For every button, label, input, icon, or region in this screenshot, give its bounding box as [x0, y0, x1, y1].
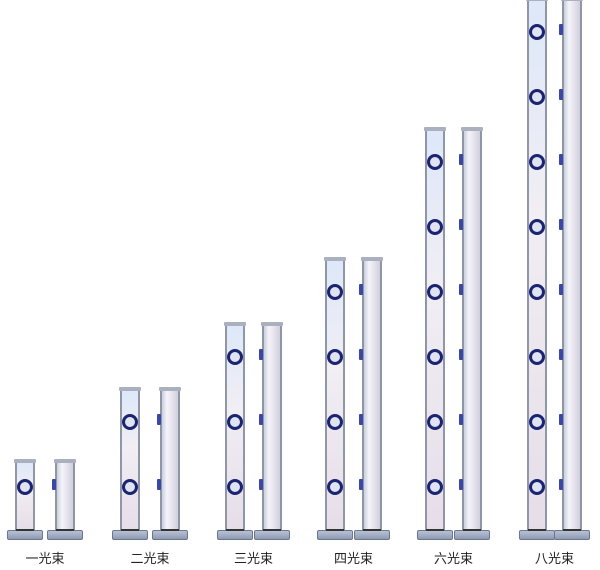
mounting-base: [354, 529, 390, 540]
beam-emitter-icon: [259, 479, 263, 490]
beam-lens-icon: [529, 154, 545, 170]
beam-emitter-icon: [157, 414, 161, 425]
mounting-base: [417, 529, 453, 540]
product-label: 四光束: [333, 552, 373, 567]
mounting-base: [217, 529, 253, 540]
beam-lens-icon: [227, 414, 243, 430]
mounting-base: [317, 529, 353, 540]
mounting-base: [254, 529, 290, 540]
beam-lens-icon: [227, 349, 243, 365]
beam-lens-icon: [327, 349, 343, 365]
beam-emitter-icon: [359, 479, 363, 490]
beam-lens-icon: [122, 414, 138, 430]
mounting-base: [152, 529, 188, 540]
beam-lens-icon: [529, 89, 545, 105]
receiver-column: [324, 257, 346, 530]
mounting-base: [554, 529, 590, 540]
product-label: 三光束: [233, 552, 273, 567]
beam-emitter-icon: [559, 479, 563, 490]
product-label: 六光束: [433, 552, 473, 567]
beam-lens-icon: [427, 154, 443, 170]
beam-lens-icon: [529, 349, 545, 365]
beam-emitter-icon: [559, 349, 563, 360]
beam-lens-icon: [427, 479, 443, 495]
transmitter-column: [461, 127, 483, 530]
beam-emitter-icon: [459, 154, 463, 165]
mounting-base: [454, 529, 490, 540]
beam-lens-icon: [122, 479, 138, 495]
beam-lens-icon: [529, 219, 545, 235]
transmitter-column: [361, 257, 383, 530]
product-label: 二光束: [130, 552, 170, 567]
beam-emitter-icon: [559, 24, 563, 35]
transmitter-column: [261, 322, 283, 530]
beam-lens-icon: [529, 414, 545, 430]
receiver-column: [14, 459, 36, 530]
mounting-base: [112, 529, 148, 540]
beam-lens-icon: [427, 284, 443, 300]
beam-emitter-icon: [259, 414, 263, 425]
beam-emitter-icon: [559, 89, 563, 100]
beam-emitter-icon: [559, 219, 563, 230]
mounting-base: [7, 529, 43, 540]
beam-emitter-icon: [359, 284, 363, 295]
beam-emitter-icon: [157, 479, 161, 490]
beam-emitter-icon: [559, 414, 563, 425]
beam-lens-icon: [529, 284, 545, 300]
transmitter-column: [54, 459, 76, 530]
beam-lens-icon: [327, 479, 343, 495]
beam-lens-icon: [427, 414, 443, 430]
beam-emitter-icon: [359, 349, 363, 360]
beam-emitter-icon: [459, 414, 463, 425]
beam-emitter-icon: [459, 284, 463, 295]
mounting-base: [519, 529, 555, 540]
beam-lens-icon: [327, 414, 343, 430]
beam-emitter-icon: [459, 479, 463, 490]
product-label: 八光束: [534, 552, 574, 567]
beam-lens-icon: [427, 349, 443, 365]
beam-lens-icon: [529, 479, 545, 495]
beam-emitter-icon: [259, 349, 263, 360]
transmitter-column: [561, 0, 583, 530]
beam-emitter-icon: [559, 284, 563, 295]
receiver-column: [424, 127, 446, 530]
beam-lens-icon: [17, 479, 33, 495]
mounting-base: [47, 529, 83, 540]
receiver-column: [526, 0, 548, 530]
beam-emitter-icon: [559, 154, 563, 165]
beam-lens-icon: [327, 284, 343, 300]
beam-emitter-icon: [459, 349, 463, 360]
receiver-column: [119, 387, 141, 530]
beam-lens-icon: [427, 219, 443, 235]
beam-emitter-icon: [359, 414, 363, 425]
product-label: 一光束: [25, 552, 65, 567]
beam-lens-icon: [227, 479, 243, 495]
transmitter-column: [159, 387, 181, 530]
beam-emitter-icon: [52, 479, 56, 490]
beam-lens-icon: [529, 24, 545, 40]
beam-emitter-icon: [459, 219, 463, 230]
